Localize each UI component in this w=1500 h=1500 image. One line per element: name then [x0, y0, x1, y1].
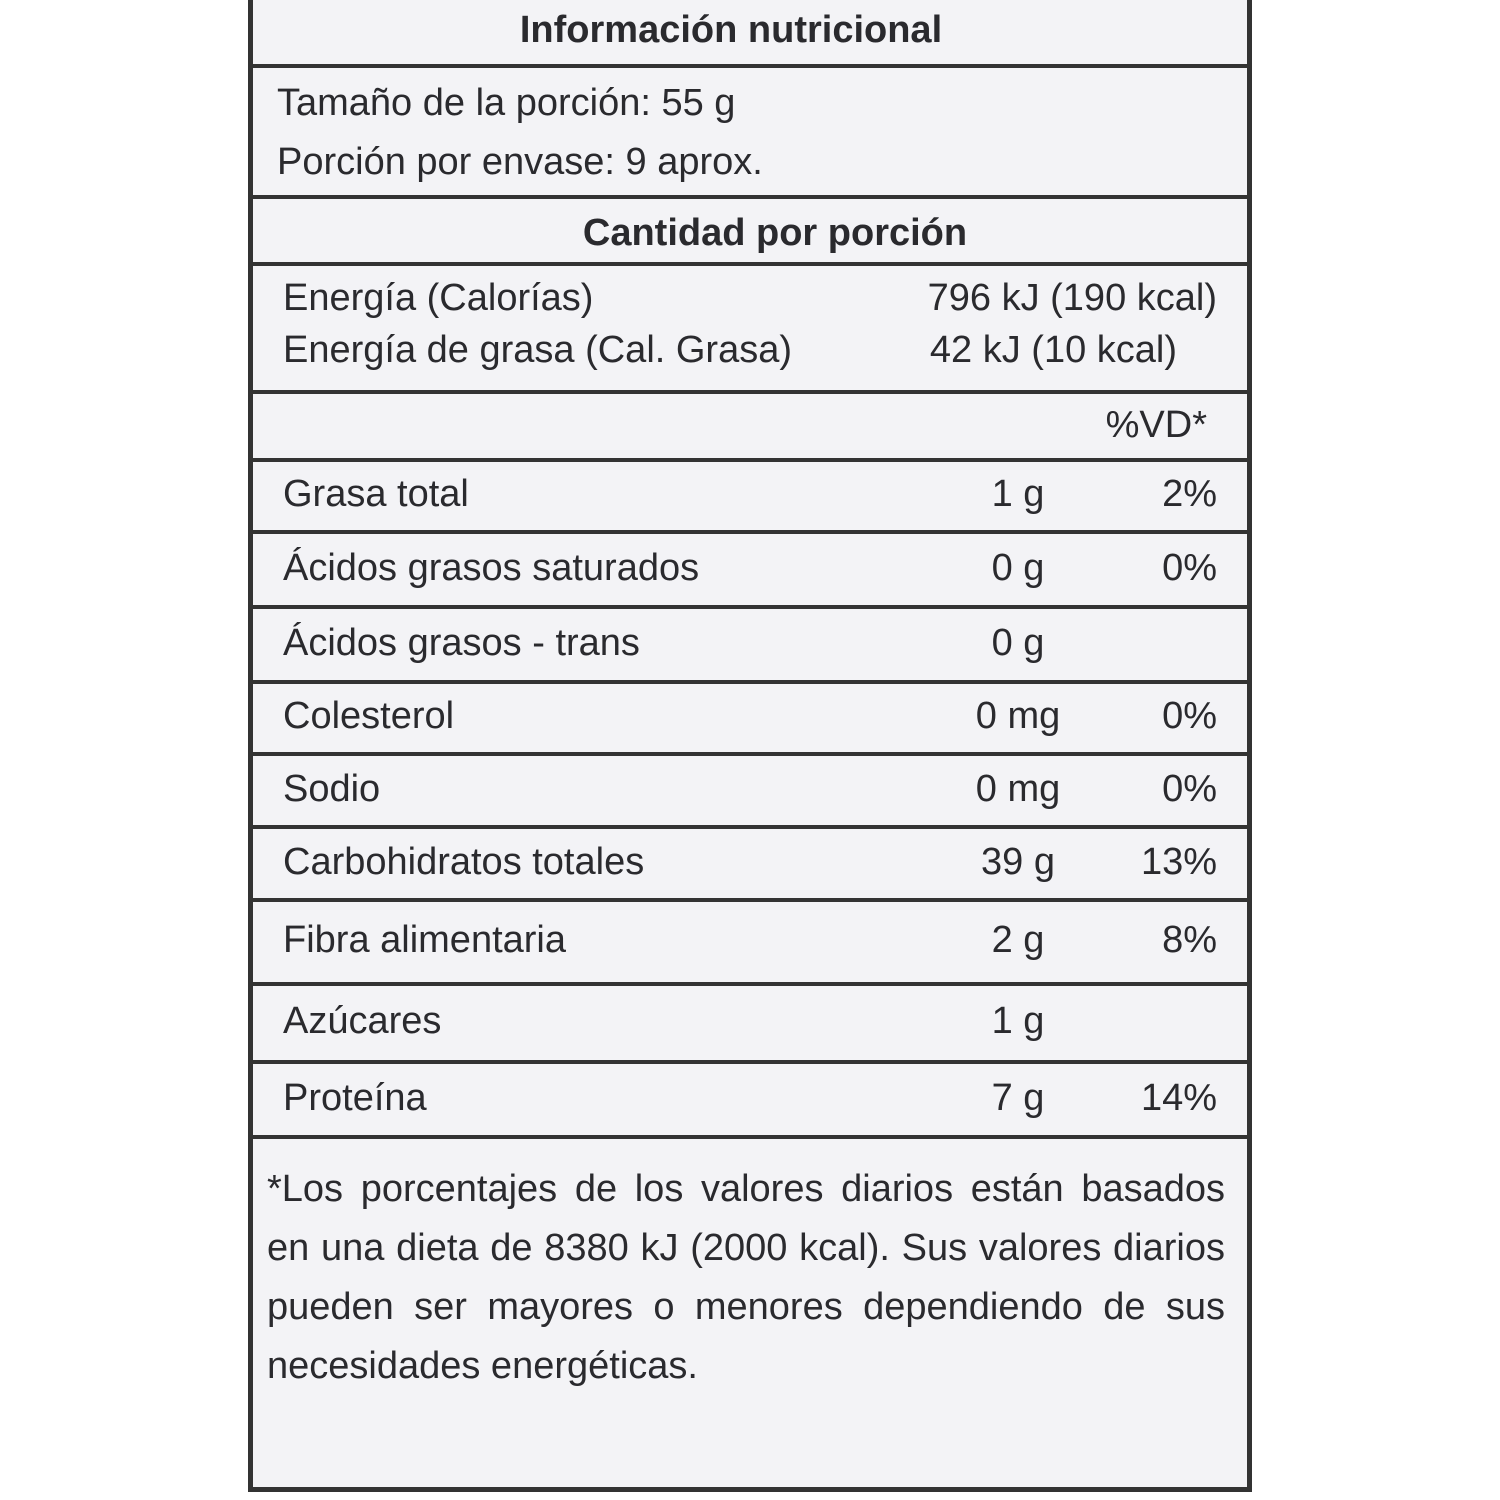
row-divider — [253, 825, 1247, 829]
row-divider — [253, 898, 1247, 902]
nutrient-dv: 8% — [1162, 919, 1217, 961]
row-divider — [253, 1135, 1247, 1139]
nutrient-name: Grasa total — [283, 473, 469, 515]
row-divider — [253, 982, 1247, 986]
nutrient-amount: 0 mg — [975, 695, 1061, 737]
footnote: *Los porcentajes de los valores diarios … — [267, 1168, 1225, 1387]
nutrient-amount: 0 g — [991, 546, 1045, 589]
title: Información nutricional — [519, 9, 943, 51]
row-divider — [253, 195, 1247, 199]
nutrient-name: Colesterol — [283, 695, 455, 737]
row-divider — [253, 458, 1247, 462]
section-header: Cantidad por porción — [582, 212, 968, 254]
nutrient-amount: 1 g — [991, 473, 1045, 515]
row-divider — [253, 64, 1247, 68]
nutrient-name: Azúcares — [283, 1000, 442, 1042]
row-divider — [253, 680, 1247, 684]
nutrient-name: Proteína — [283, 1076, 427, 1119]
nutrient-dv: 0% — [1162, 546, 1217, 589]
energy-value: 42 kJ (10 kcal) — [929, 329, 1177, 371]
nutrient-amount: 2 g — [991, 919, 1045, 961]
row-divider — [253, 530, 1247, 534]
nutrient-dv: 2% — [1162, 473, 1217, 515]
dv-header: %VD* — [1105, 404, 1207, 446]
nutrient-dv: 0% — [1162, 695, 1217, 737]
nutrient-amount: 39 g — [981, 840, 1055, 883]
nutrient-dv: 0% — [1162, 767, 1217, 810]
row-divider — [253, 1060, 1247, 1064]
energy-value: 796 kJ (190 kcal) — [927, 277, 1217, 319]
serving-info: Porción por envase: 9 aprox. — [277, 141, 763, 183]
nutrient-name: Ácidos grasos - trans — [283, 621, 640, 664]
nutrient-amount: 0 mg — [975, 767, 1061, 810]
nutrient-name: Fibra alimentaria — [283, 919, 566, 961]
serving-info: Tamaño de la porción: 55 g — [277, 82, 736, 124]
nutrient-amount: 7 g — [991, 1076, 1045, 1119]
row-divider — [253, 262, 1247, 266]
row-divider — [253, 390, 1247, 394]
nutrient-dv: 13% — [1140, 840, 1217, 883]
nutrient-name: Ácidos grasos saturados — [283, 546, 700, 589]
nutrient-amount: 1 g — [991, 1000, 1045, 1042]
energy-label: Energía de grasa (Cal. Grasa) — [283, 329, 793, 371]
nutrient-dv: 14% — [1140, 1076, 1217, 1119]
nutrient-name: Carbohidratos totales — [283, 840, 645, 883]
nutrient-name: Sodio — [283, 767, 381, 810]
row-divider — [253, 752, 1247, 756]
energy-label: Energía (Calorías) — [283, 277, 594, 319]
nutrition-label: *Los porcentajes de los valores diarios … — [248, 0, 1252, 1492]
row-divider — [253, 605, 1247, 609]
nutrient-amount: 0 g — [991, 621, 1045, 664]
